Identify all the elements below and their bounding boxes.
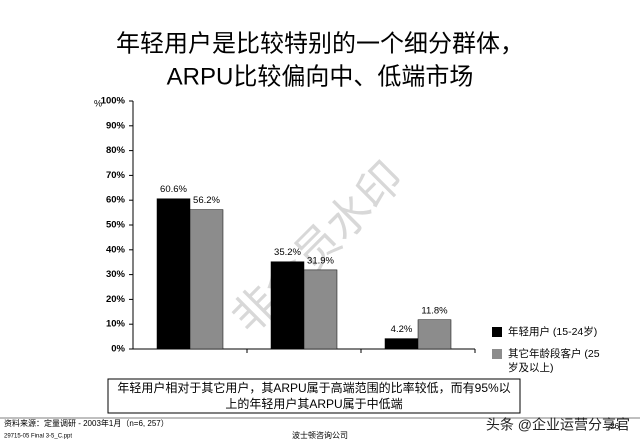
chart-subtitle: ARPU比较偏向中、低端市场 [167, 63, 474, 90]
bar [303, 269, 338, 350]
y-tick-label: 60% [106, 195, 126, 206]
legend-label: 其它年龄段客户 (25岁及以上) [508, 348, 600, 374]
annotation: 年轻用户相对于其它用户，其ARPU属于高端范围的比率较低，而有95%以上的年轻用… [117, 381, 511, 411]
annotation-box [107, 378, 521, 414]
y-tick-label: 80% [106, 145, 126, 156]
y-tick-label: 50% [106, 220, 126, 231]
y-tick-label: 30% [106, 269, 126, 280]
bar [270, 261, 305, 350]
footer-file: 29715-05 Final 3-5_C.ppt [4, 434, 72, 440]
y-tick-label: 100% [101, 96, 126, 107]
bar [417, 319, 452, 350]
y-tick-label: 20% [106, 294, 126, 305]
bar [156, 198, 191, 350]
y-unit: % [94, 98, 102, 108]
y-tick-label: 70% [106, 170, 126, 181]
value-label: 56.2% [193, 195, 220, 206]
y-tick-label: 40% [106, 244, 126, 255]
value-label: 4.2% [391, 324, 413, 335]
y-tick-label: 0% [111, 344, 125, 355]
credit: 头条 @企业运营分享官 [486, 417, 630, 433]
value-label: 60.6% [160, 184, 187, 195]
footer-source: 资料来源：定量调研 - 2003年1月（n=6, 257） [4, 418, 169, 428]
value-label: 11.8% [421, 305, 448, 316]
value-label: 35.2% [274, 247, 301, 258]
legend-swatch [492, 349, 502, 359]
bar [384, 338, 419, 350]
legend-label: 年轻用户 (15-24岁) [508, 326, 598, 338]
y-tick-label: 10% [106, 319, 126, 330]
legend-swatch [492, 327, 502, 337]
value-label: 31.9% [307, 255, 334, 266]
footer-page: - 26 - [605, 422, 624, 431]
annotation-wrap: 年轻用户相对于其它用户，其ARPU属于高端范围的比率较低，而有95%以上的年轻用… [117, 381, 511, 411]
footer-company: 波士顿咨询公司 [292, 430, 348, 440]
bar [189, 209, 224, 350]
chart-title: 年轻用户是比较特别的一个细分群体， [116, 30, 524, 57]
y-tick-label: 90% [106, 120, 126, 131]
